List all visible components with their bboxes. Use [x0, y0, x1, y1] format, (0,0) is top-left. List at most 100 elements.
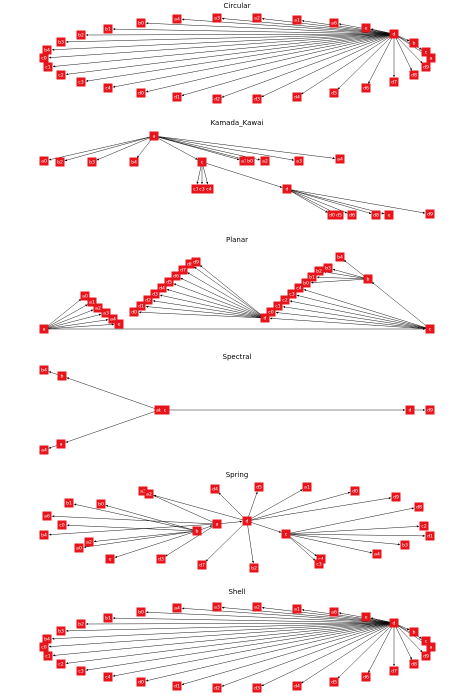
node-b0: b0 — [136, 18, 146, 28]
nodes-kamada-kawai: a c d a0 b2 b3 b4 a1 b0 a2 a3 a4 c1 c3 c4 d0 d5 d6 d8 e d9 — [39, 131, 435, 220]
edge-a-c — [153, 135, 198, 160]
node-d3: d3 — [150, 289, 160, 299]
node-label: d0 — [131, 310, 137, 316]
node-label: b — [61, 374, 64, 380]
node-label: d7 — [391, 80, 397, 86]
node-box — [292, 604, 302, 614]
node-box — [136, 677, 146, 687]
node-label: a2 — [146, 492, 152, 498]
edge-a-a6 — [51, 515, 218, 525]
edge-a-a3 — [43, 313, 102, 330]
node-a6: a6 — [329, 18, 339, 28]
edge-d-c4 — [112, 622, 395, 677]
node-box — [371, 210, 381, 220]
node-label: b3 — [58, 40, 64, 46]
node-label: d2 — [214, 686, 220, 692]
node-d3: d3 — [252, 94, 262, 104]
edge-d-c1 — [52, 33, 395, 68]
node-label: a — [216, 523, 219, 528]
edge-d-c0 — [48, 33, 395, 59]
node-box — [185, 259, 195, 269]
node-c4: c4 — [103, 83, 113, 93]
node-c2: c2 — [419, 521, 429, 531]
node-label: d6 — [363, 86, 369, 92]
node-b2: b2 — [249, 563, 259, 573]
node-b4: b4 — [129, 157, 139, 167]
node-box — [103, 24, 113, 34]
node-box — [157, 283, 167, 293]
edge-d-d7 — [187, 272, 266, 319]
node-label: d4 — [159, 286, 165, 292]
edges-spectral — [48, 371, 425, 449]
panel-title-shell: Shell — [228, 588, 245, 596]
node-a1: a1 — [239, 156, 249, 166]
node-d6: d6 — [361, 83, 371, 93]
edge-b-c0 — [66, 524, 198, 532]
node-box — [178, 265, 188, 275]
edge-a-a2 — [153, 135, 261, 161]
node-a2: a2 — [252, 13, 262, 23]
node-box — [42, 45, 52, 55]
node-label: c0 — [59, 523, 65, 529]
edge-d-a1 — [301, 608, 395, 624]
node-box — [425, 405, 435, 415]
node-c0: c0 — [57, 520, 67, 530]
edge-d-d7 — [205, 520, 248, 562]
node-c3: c3 — [197, 184, 207, 194]
node-label: c — [164, 409, 167, 414]
node-b0: b0 — [136, 607, 146, 617]
node-label: a4 — [374, 552, 380, 558]
node-label: d0 — [329, 213, 335, 219]
edge-c-d — [269, 317, 431, 330]
edge-d-c2 — [65, 622, 395, 665]
node-c1: c1 — [273, 301, 283, 311]
node-label: c1 — [275, 304, 281, 310]
edge-d-d3 — [159, 294, 266, 319]
node-box — [101, 308, 111, 318]
node-d5: d5 — [329, 88, 339, 98]
node-box — [335, 154, 345, 164]
node-label: e — [365, 616, 368, 621]
edge-a-a1 — [153, 135, 240, 161]
node-d7: d7 — [389, 666, 399, 676]
edge-d-b3 — [65, 622, 395, 632]
node-box — [409, 627, 419, 637]
edge-ab-b — [66, 377, 160, 411]
node-box — [39, 530, 49, 540]
node-c0: c0 — [39, 642, 49, 652]
edge-d-b4 — [51, 33, 395, 51]
node-box — [329, 18, 339, 28]
node-label: b3 — [325, 266, 331, 272]
node-box — [335, 252, 345, 262]
node-label: d2 — [214, 97, 220, 103]
node-label: b1 — [66, 501, 72, 507]
node-label: b0 — [138, 21, 144, 27]
node-box — [260, 313, 270, 323]
edge-a-a4 — [43, 318, 109, 330]
node-label: b4 — [41, 368, 47, 374]
node-c3: c3 — [314, 559, 324, 569]
node-label: d9 — [427, 212, 433, 218]
node-box — [405, 405, 415, 415]
node-label: d8 — [411, 662, 417, 668]
edge-b-b0 — [105, 504, 198, 532]
node-box — [426, 53, 436, 63]
node-b3: b3 — [323, 263, 333, 273]
node-label: a — [43, 328, 46, 333]
node-label: d2 — [145, 298, 151, 304]
node-label: a3 — [214, 605, 220, 611]
node-label: b3 — [89, 160, 95, 166]
node-box — [172, 14, 182, 24]
node-label: b4 — [41, 533, 47, 539]
node-box — [419, 521, 429, 531]
node-box — [103, 613, 113, 623]
node-box — [114, 319, 124, 329]
edge-d-d2 — [221, 622, 395, 687]
edge-d-d4 — [301, 33, 395, 95]
edge-d-d6 — [368, 33, 395, 84]
node-label: d — [393, 621, 396, 627]
node-box — [249, 563, 259, 573]
edge-d-c3 — [85, 622, 395, 671]
node-box — [327, 210, 337, 220]
node-label: d4 — [294, 684, 300, 690]
